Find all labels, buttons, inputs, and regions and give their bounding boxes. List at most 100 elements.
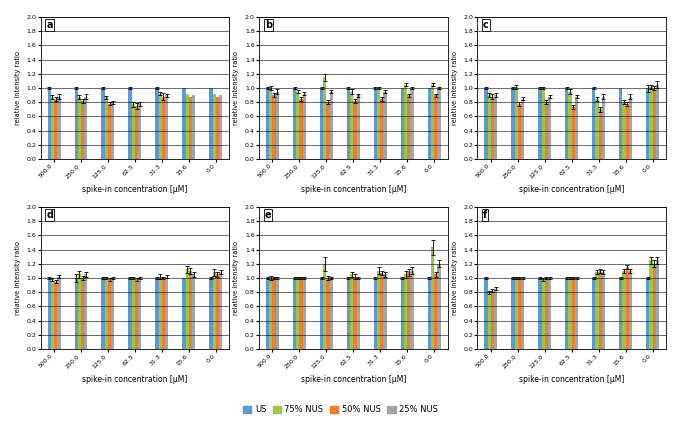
Bar (431, 84, 434, 159)
Bar (296, 278, 300, 349)
Legend: US, 75% NUS, 50% NUS, 25% NUS: US, 75% NUS, 50% NUS, 25% NUS (240, 402, 441, 418)
Bar (411, 271, 413, 349)
Bar (622, 102, 626, 159)
Bar (183, 88, 185, 159)
Bar (57, 276, 61, 349)
Bar (602, 97, 605, 159)
Bar (347, 278, 350, 349)
Bar (511, 278, 515, 349)
Bar (350, 274, 353, 349)
Bar (269, 278, 272, 349)
Text: e: e (265, 210, 271, 220)
Bar (209, 88, 212, 159)
Bar (515, 278, 518, 349)
Bar (437, 264, 441, 349)
Bar (488, 95, 491, 159)
Bar (276, 278, 279, 349)
Bar (434, 95, 437, 159)
Y-axis label: relative intensity ratio: relative intensity ratio (15, 51, 21, 125)
Bar (565, 278, 569, 349)
Bar (81, 278, 84, 349)
Bar (296, 92, 300, 159)
Bar (159, 94, 162, 159)
Bar (192, 95, 195, 159)
Bar (302, 278, 306, 349)
Bar (272, 95, 276, 159)
Text: d: d (46, 210, 53, 220)
Bar (300, 278, 302, 349)
Bar (491, 291, 494, 349)
Bar (437, 88, 441, 159)
Y-axis label: relative intensity ratio: relative intensity ratio (234, 51, 240, 125)
Bar (434, 274, 437, 349)
Bar (357, 95, 360, 159)
Bar (219, 95, 222, 159)
Bar (129, 278, 131, 349)
Bar (400, 88, 404, 159)
Bar (374, 278, 377, 349)
Bar (48, 88, 51, 159)
Bar (575, 278, 578, 349)
Bar (101, 278, 105, 349)
Bar (323, 264, 326, 349)
Bar (183, 278, 185, 349)
Bar (569, 278, 571, 349)
Bar (431, 247, 434, 349)
Bar (219, 272, 222, 349)
Bar (407, 95, 411, 159)
Bar (538, 278, 541, 349)
Bar (428, 88, 431, 159)
Bar (629, 271, 632, 349)
Bar (599, 271, 602, 349)
Bar (74, 278, 78, 349)
Bar (649, 260, 652, 349)
Bar (521, 278, 524, 349)
Bar (51, 279, 54, 349)
Bar (592, 278, 595, 349)
Bar (209, 278, 212, 349)
Bar (165, 276, 168, 349)
Bar (74, 88, 78, 159)
Bar (622, 271, 626, 349)
X-axis label: spike-in concentration [μM]: spike-in concentration [μM] (519, 375, 624, 384)
Bar (491, 97, 494, 159)
Bar (48, 278, 51, 349)
Bar (380, 99, 383, 159)
Bar (518, 278, 521, 349)
Bar (494, 95, 497, 159)
X-axis label: spike-in concentration [μM]: spike-in concentration [μM] (300, 185, 406, 194)
Bar (353, 101, 357, 159)
Bar (383, 92, 387, 159)
Bar (212, 94, 216, 159)
Bar (488, 292, 491, 349)
Bar (84, 97, 87, 159)
Bar (619, 278, 622, 349)
Bar (105, 278, 108, 349)
Bar (302, 94, 306, 159)
Bar (646, 278, 649, 349)
Bar (131, 104, 135, 159)
Bar (652, 264, 656, 349)
Bar (646, 88, 649, 159)
Bar (266, 88, 269, 159)
Bar (155, 88, 159, 159)
Bar (185, 94, 189, 159)
Bar (165, 95, 168, 159)
Bar (216, 97, 219, 159)
Bar (347, 88, 350, 159)
Bar (511, 88, 515, 159)
Bar (135, 279, 138, 349)
Bar (652, 88, 656, 159)
Text: a: a (46, 20, 52, 30)
X-axis label: spike-in concentration [μM]: spike-in concentration [μM] (519, 185, 624, 194)
Bar (595, 272, 599, 349)
Bar (545, 102, 548, 159)
Y-axis label: relative intensity ratio: relative intensity ratio (452, 241, 458, 315)
Bar (545, 278, 548, 349)
Bar (108, 279, 111, 349)
Bar (571, 278, 575, 349)
Bar (407, 272, 411, 349)
Bar (380, 273, 383, 349)
Bar (353, 276, 357, 349)
Bar (377, 271, 380, 349)
